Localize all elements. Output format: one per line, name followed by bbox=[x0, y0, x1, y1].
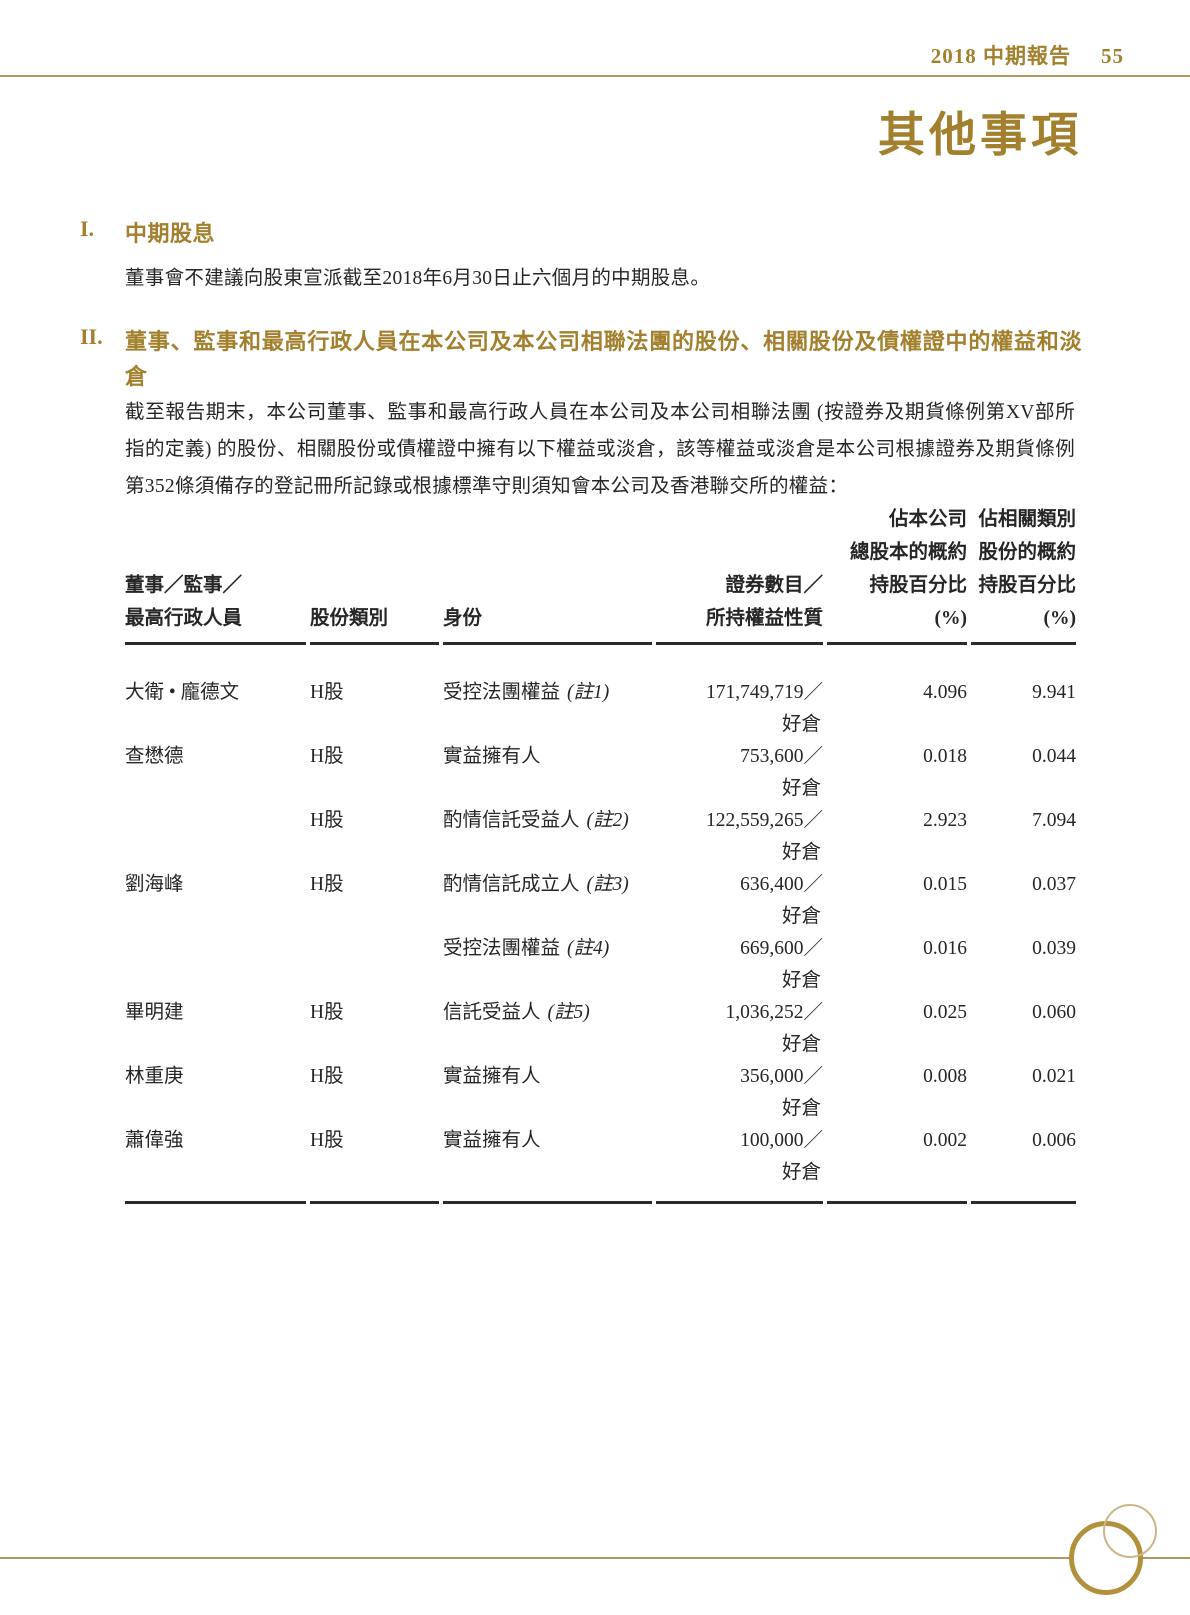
position-type: 好倉 bbox=[781, 714, 821, 735]
col-header-capacity: 身份 bbox=[443, 503, 652, 645]
table-row: 蕭偉強 H股 實益擁有人 100,000／ 好倉 0.002 0.006 bbox=[125, 1125, 1076, 1204]
pct-class: 0.006 bbox=[971, 1125, 1076, 1204]
pct-company: 0.002 bbox=[827, 1125, 967, 1204]
table-row: 林重庚 H股 實益擁有人 356,000／ 好倉 0.008 0.021 bbox=[125, 1061, 1076, 1125]
capacity: 受控法團權益 (註1) bbox=[443, 682, 610, 703]
share-class: H股 bbox=[310, 1066, 344, 1087]
report-title: 2018 中期報告 bbox=[930, 44, 1071, 68]
director-name bbox=[125, 933, 306, 997]
securities-count: 669,600／ 好倉 bbox=[656, 933, 823, 997]
position-type: 好倉 bbox=[781, 906, 821, 927]
share-class: H股 bbox=[310, 682, 344, 703]
share-class bbox=[310, 933, 439, 997]
securities-count: 122,559,265／ 好倉 bbox=[656, 805, 823, 869]
table-row: 畢明建 H股 信託受益人 (註5) 1,036,252／ 好倉 0.025 0.06… bbox=[125, 997, 1076, 1061]
note-ref: (註5) bbox=[547, 1002, 590, 1023]
position-type: 好倉 bbox=[781, 1162, 821, 1183]
director-name: 查懋德 bbox=[125, 746, 184, 767]
section-1-heading: I. 中期股息 bbox=[80, 216, 1080, 251]
capacity: 實益擁有人 bbox=[443, 1125, 652, 1204]
section-2-title: 董事、監事和最高行政人員在本公司及本公司相聯法團的股份、相關股份及債權證中的權益… bbox=[125, 329, 1082, 389]
pct-company: 2.923 bbox=[923, 810, 967, 831]
director-name: 畢明建 bbox=[125, 1002, 184, 1023]
pct-company: 0.008 bbox=[923, 1066, 967, 1087]
table-row: 查懋德 H股 實益擁有人 753,600／ 好倉 0.018 0.044 bbox=[125, 741, 1076, 805]
share-class: H股 bbox=[310, 1125, 439, 1204]
share-class: H股 bbox=[310, 874, 344, 895]
position-type: 好倉 bbox=[781, 842, 821, 863]
pct-company: 0.018 bbox=[923, 746, 967, 767]
table-row: 劉海峰 H股 酌情信託成立人 (註3) 636,400／ 好倉 0.015 0.03… bbox=[125, 869, 1076, 933]
director-name: 劉海峰 bbox=[125, 874, 184, 895]
table-header-row: 董事／監事／ 最高行政人員 股份類別 身份 證券數目／ 所持權益性質 佔本公司 bbox=[125, 503, 1076, 645]
col-header-pct-class: 佔相關類別 股份的概約 持股百分比 (%) bbox=[971, 503, 1076, 645]
interests-table: 董事／監事／ 最高行政人員 股份類別 身份 證券數目／ 所持權益性質 佔本公司 bbox=[121, 503, 1081, 1204]
col-header-share-class: 股份類別 bbox=[310, 503, 439, 645]
note-ref: (註2) bbox=[586, 810, 629, 831]
share-class: H股 bbox=[310, 810, 344, 831]
securities-count: 100,000／ 好倉 bbox=[656, 1125, 823, 1204]
page-title: 其他事項 bbox=[878, 110, 1082, 162]
director-name: 蕭偉強 bbox=[125, 1125, 306, 1204]
pct-company: 0.015 bbox=[923, 874, 967, 895]
note-ref: (註4) bbox=[567, 938, 610, 959]
securities-count: 356,000／ 好倉 bbox=[656, 1061, 823, 1125]
securities-count: 753,600／ 好倉 bbox=[656, 741, 823, 805]
securities-count: 1,036,252／ 好倉 bbox=[656, 997, 823, 1061]
page-number: 55 bbox=[1101, 44, 1124, 68]
position-type: 好倉 bbox=[781, 1098, 821, 1119]
pct-class: 0.044 bbox=[1032, 746, 1076, 767]
position-type: 好倉 bbox=[781, 1034, 821, 1055]
capacity: 實益擁有人 bbox=[443, 746, 541, 767]
pct-class: 7.094 bbox=[1032, 810, 1076, 831]
director-name: 大衛 • 龐德文 bbox=[125, 682, 240, 703]
pct-class: 0.021 bbox=[1032, 1066, 1076, 1087]
capacity: 受控法團權益 (註4) bbox=[443, 938, 610, 959]
securities-count: 636,400／ 好倉 bbox=[656, 869, 823, 933]
section-1-title: 中期股息 bbox=[125, 221, 216, 246]
director-name: 林重庚 bbox=[125, 1066, 184, 1087]
section-1-label: I. bbox=[80, 216, 95, 241]
note-ref: (註3) bbox=[586, 874, 629, 895]
section-2-heading: II. 董事、監事和最高行政人員在本公司及本公司相聯法團的股份、相關股份及債權證… bbox=[80, 324, 1082, 394]
logo-circle-small bbox=[1103, 1504, 1157, 1558]
pct-class: 0.039 bbox=[1032, 938, 1076, 959]
col-header-director: 董事／監事／ 最高行政人員 bbox=[125, 503, 306, 645]
section-1-body: 董事會不建議向股東宣派截至2018年6月30日止六個月的中期股息。 bbox=[125, 268, 711, 289]
pct-company: 0.016 bbox=[923, 938, 967, 959]
position-type: 好倉 bbox=[781, 970, 821, 991]
table-row: 受控法團權益 (註4) 669,600／ 好倉 0.016 0.039 bbox=[125, 933, 1076, 997]
table-row: 大衛 • 龐德文 H股 受控法團權益 (註1) 171,749,719／ 好倉 4.… bbox=[125, 645, 1076, 741]
pct-company: 0.025 bbox=[923, 1002, 967, 1023]
section-2-body: 截至報告期末，本公司董事、監事和最高行政人員在本公司及本公司相聯法團 (按證券及… bbox=[125, 402, 1075, 497]
securities-count: 171,749,719／ 好倉 bbox=[656, 645, 823, 741]
table-row: H股 酌情信託受益人 (註2) 122,559,265／ 好倉 2.923 7.09… bbox=[125, 805, 1076, 869]
section-2-label: II. bbox=[80, 324, 103, 349]
pct-company: 4.096 bbox=[923, 682, 967, 703]
note-ref: (註1) bbox=[567, 682, 610, 703]
capacity: 信託受益人 (註5) bbox=[443, 1002, 590, 1023]
position-type: 好倉 bbox=[781, 778, 821, 799]
capacity: 酌情信託成立人 (註3) bbox=[443, 874, 629, 895]
pct-class: 0.060 bbox=[1032, 1002, 1076, 1023]
page-header: 2018 中期報告 55 bbox=[931, 40, 1124, 70]
capacity: 酌情信託受益人 (註2) bbox=[443, 810, 629, 831]
share-class: H股 bbox=[310, 746, 344, 767]
capacity: 實益擁有人 bbox=[443, 1066, 541, 1087]
col-header-securities: 證券數目／ 所持權益性質 bbox=[656, 503, 823, 645]
director-name bbox=[125, 805, 306, 869]
pct-class: 0.037 bbox=[1032, 874, 1076, 895]
col-header-pct-company: 佔本公司 總股本的概約 持股百分比 (%) bbox=[827, 503, 967, 645]
footer-rule bbox=[0, 1557, 1190, 1559]
pct-class: 9.941 bbox=[1032, 682, 1076, 703]
header-rule bbox=[0, 75, 1190, 77]
share-class: H股 bbox=[310, 1002, 344, 1023]
